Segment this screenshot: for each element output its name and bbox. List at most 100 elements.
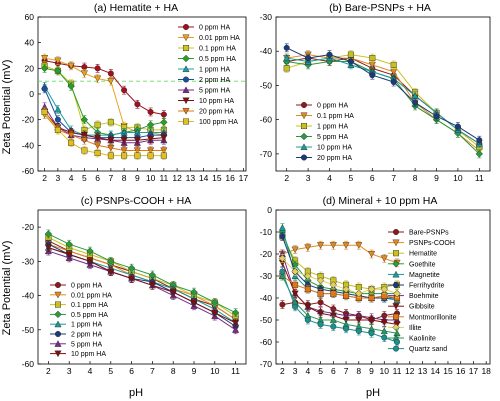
- legend-label: 20 ppm HA: [199, 109, 234, 116]
- data-point: [355, 242, 363, 249]
- data-point: [305, 55, 312, 62]
- x-tick-label: 13: [418, 366, 428, 376]
- legend-label: 20 ppm HA: [317, 155, 352, 162]
- y-tick-label: -30: [260, 271, 273, 281]
- data-point: [433, 113, 440, 120]
- x-tick-label: 10: [380, 366, 390, 376]
- legend-marker: [392, 260, 400, 268]
- legend-marker: [300, 132, 308, 141]
- data-point: [343, 325, 350, 332]
- legend-marker: [301, 122, 308, 129]
- legend-label: 0.5 ppm HA: [71, 312, 108, 319]
- data-point: [342, 242, 350, 249]
- data-point: [120, 137, 128, 144]
- panel-title: (c) PSNPs-COOH + HA: [81, 195, 192, 207]
- data-point: [231, 308, 240, 317]
- data-point: [44, 230, 53, 238]
- y-tick-label: -60: [22, 166, 35, 176]
- legend-marker: [393, 313, 400, 320]
- data-point: [278, 254, 287, 263]
- x-tick-label: 7: [391, 173, 396, 183]
- x-tick-label: 11: [475, 173, 484, 183]
- x-axis-label-right: pH: [366, 387, 380, 399]
- legend-label: 10 ppm HA: [71, 351, 106, 358]
- data-point: [160, 111, 167, 118]
- plot-frame: [37, 209, 247, 365]
- legend-label: 0.5 ppm HA: [199, 56, 236, 63]
- data-point: [368, 330, 375, 337]
- data-point: [390, 79, 397, 86]
- data-point: [291, 246, 299, 254]
- data-point: [367, 285, 376, 293]
- x-tick-label: 5: [318, 366, 323, 376]
- legend-label: Boehmite: [409, 293, 439, 300]
- y-tick-label: -70: [260, 149, 273, 159]
- x-tick-label: 9: [135, 173, 140, 183]
- x-tick-label: 2: [46, 366, 51, 376]
- legend-label: Quartz sand: [409, 346, 447, 353]
- y-tick-label: -20: [22, 115, 35, 125]
- series-line: [44, 67, 164, 136]
- data-point: [94, 142, 102, 149]
- legend-marker: [300, 112, 308, 120]
- legend-label: 2 ppm HA: [199, 77, 230, 84]
- data-point: [121, 152, 128, 159]
- data-point: [81, 147, 88, 154]
- x-tick-label: 15: [212, 173, 222, 183]
- data-point: [390, 61, 397, 68]
- data-point: [41, 108, 48, 115]
- x-tick-label: 8: [171, 366, 176, 376]
- legend-marker: [392, 270, 400, 278]
- data-point: [342, 285, 350, 293]
- data-point: [304, 244, 312, 252]
- x-tick-label: 9: [434, 173, 439, 183]
- x-axis-label-left: pH: [129, 387, 143, 399]
- legend-marker: [393, 250, 400, 257]
- legend-marker: [55, 301, 62, 308]
- x-tick-label: 4: [88, 366, 93, 376]
- legend-label: 0.1 ppm HA: [71, 302, 108, 309]
- y-tick-label: -50: [260, 80, 273, 90]
- legend-marker: [55, 282, 62, 289]
- x-tick-label: 8: [356, 366, 361, 376]
- legend-marker: [393, 228, 400, 235]
- data-point: [67, 82, 75, 90]
- data-point: [317, 290, 324, 297]
- y-axis-label-top: Zeta Potential (mV): [1, 60, 13, 155]
- data-point: [65, 251, 73, 259]
- data-point: [65, 240, 73, 248]
- x-tick-label: 12: [172, 173, 182, 183]
- data-point: [121, 87, 128, 94]
- legend-label: 2 ppm HA: [71, 332, 102, 339]
- y-tick-label: -50: [22, 325, 35, 335]
- series-10: 100 ppm HA: [41, 107, 238, 160]
- data-point: [80, 70, 88, 78]
- series-line: [48, 233, 236, 314]
- series-8: 10 ppm HA: [44, 243, 240, 358]
- data-point: [107, 268, 115, 276]
- data-point: [279, 301, 286, 308]
- data-point: [355, 284, 362, 291]
- data-point: [380, 319, 388, 326]
- legend-marker: [182, 45, 189, 52]
- y-tick-label: 0: [29, 89, 34, 99]
- legend-label: 0 ppm HA: [199, 25, 230, 32]
- series-9: Montmorillonite: [279, 271, 457, 321]
- data-point: [107, 144, 115, 152]
- data-point: [160, 118, 168, 126]
- x-tick-label: 11: [231, 366, 240, 376]
- data-point: [316, 276, 325, 285]
- chart-panels: (a) Hematite + HA2 3 4 5 6 7 8 9 10 11 12 13 14 15 16 1…: [22, 2, 491, 376]
- legend-marker: [54, 350, 62, 358]
- data-point: [380, 285, 388, 293]
- data-point: [160, 134, 168, 142]
- legend-marker: [182, 24, 189, 31]
- data-point: [147, 108, 154, 115]
- legend-label: 0.1 ppm HA: [199, 46, 236, 53]
- legend-label: 1 ppm HA: [317, 124, 348, 131]
- series-line: [44, 106, 164, 144]
- series-line: [286, 47, 480, 141]
- y-tick-label: -60: [22, 359, 35, 369]
- data-point: [343, 292, 350, 299]
